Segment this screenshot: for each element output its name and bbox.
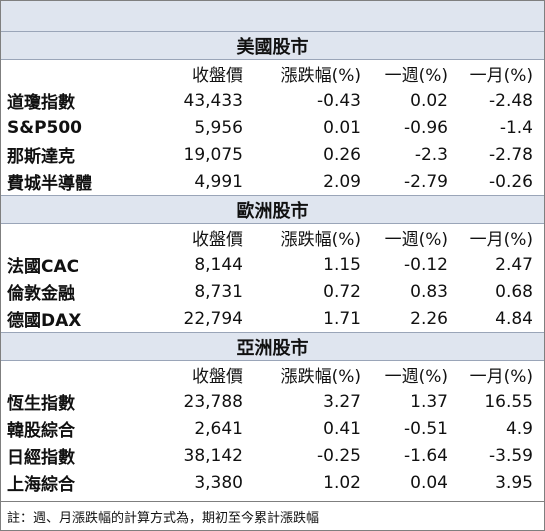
index-name: 恆生指數 [7,394,75,414]
close-value: 8,144 [194,254,243,275]
week-value: -2.3 [414,144,448,165]
index-name: 韓股綜合 [7,421,75,441]
table-top-bar [1,1,544,32]
month-value: -3.59 [489,445,533,466]
change-value: 0.41 [323,418,361,439]
change-value: 1.71 [323,308,361,329]
change-value: 1.15 [323,254,361,275]
change-value: 2.09 [323,171,361,192]
close-value: 5,956 [194,117,243,138]
header-close: 收盤價 [192,230,243,250]
change-value: 0.01 [323,117,361,138]
week-value: -2.79 [404,171,448,192]
header-change: 漲跌幅(%) [280,367,361,387]
change-value: 1.02 [323,472,361,493]
table-row: 韓股綜合 2,641 0.41 -0.51 4.9 [1,415,544,442]
week-value: -0.51 [404,418,448,439]
close-value: 38,142 [183,445,243,466]
header-month: 一月(%) [469,66,533,86]
month-value: 4.9 [505,418,533,439]
table-row: 法國CAC 8,144 1.15 -0.12 2.47 [1,251,544,278]
header-month: 一月(%) [469,367,533,387]
index-name: 倫敦金融 [7,284,75,304]
header-week: 一週(%) [384,367,448,387]
header-week: 一週(%) [384,66,448,86]
change-value: -0.43 [317,90,361,111]
header-change: 漲跌幅(%) [280,230,361,250]
index-name: 上海綜合 [7,475,75,495]
section-us: 美國股市 收盤價 漲跌幅(%) 一週(%) 一月(%) 道瓊指數 43,433 … [1,32,544,195]
table-row: 倫敦金融 8,731 0.72 0.83 0.68 [1,278,544,305]
section-title: 亞洲股市 [1,332,544,361]
week-value: 0.83 [410,281,448,302]
week-value: -0.12 [404,254,448,275]
close-value: 4,991 [194,171,243,192]
footnote: 註：週、月漲跌幅的計算方式為，期初至今累計漲跌幅 [1,501,544,530]
header-week: 一週(%) [384,230,448,250]
change-value: -0.25 [317,445,361,466]
index-name: S&P500 [7,117,83,138]
header-row: 收盤價 漲跌幅(%) 一週(%) 一月(%) [1,60,544,87]
header-close: 收盤價 [192,66,243,86]
week-value: 1.37 [410,391,448,412]
month-value: 0.68 [495,281,533,302]
close-value: 19,075 [183,144,243,165]
table-row: 道瓊指數 43,433 -0.43 0.02 -2.48 [1,87,544,114]
header-month: 一月(%) [469,230,533,250]
header-row: 收盤價 漲跌幅(%) 一週(%) 一月(%) [1,224,544,251]
close-value: 2,641 [194,418,243,439]
month-value: -1.4 [499,117,533,138]
week-value: -0.96 [404,117,448,138]
close-value: 8,731 [194,281,243,302]
table-row: S&P500 5,956 0.01 -0.96 -1.4 [1,114,544,141]
index-name: 道瓊指數 [7,93,75,113]
month-value: -0.26 [489,171,533,192]
table-row: 德國DAX 22,794 1.71 2.26 4.84 [1,305,544,332]
header-change: 漲跌幅(%) [280,66,361,86]
change-value: 3.27 [323,391,361,412]
table-row: 費城半導體 4,991 2.09 -2.79 -0.26 [1,168,544,195]
table-row: 那斯達克 19,075 0.26 -2.3 -2.78 [1,141,544,168]
table-row: 恆生指數 23,788 3.27 1.37 16.55 [1,388,544,415]
week-value: 0.02 [410,90,448,111]
section-title: 歐洲股市 [1,195,544,224]
month-value: 2.47 [495,254,533,275]
section-title: 美國股市 [1,32,544,60]
close-value: 23,788 [183,391,243,412]
index-name: 德國DAX [7,311,82,331]
week-value: -1.64 [404,445,448,466]
change-value: 0.26 [323,144,361,165]
month-value: 16.55 [484,391,533,412]
month-value: 4.84 [495,308,533,329]
close-value: 22,794 [183,308,243,329]
close-value: 3,380 [194,472,243,493]
index-name: 那斯達克 [7,147,75,167]
section-asia: 亞洲股市 收盤價 漲跌幅(%) 一週(%) 一月(%) 恆生指數 23,788 … [1,332,544,496]
table-row: 日經指數 38,142 -0.25 -1.64 -3.59 [1,442,544,469]
month-value: 3.95 [495,472,533,493]
close-value: 43,433 [183,90,243,111]
section-europe: 歐洲股市 收盤價 漲跌幅(%) 一週(%) 一月(%) 法國CAC 8,144 … [1,195,544,332]
header-close: 收盤價 [192,367,243,387]
header-row: 收盤價 漲跌幅(%) 一週(%) 一月(%) [1,361,544,388]
index-name: 日經指數 [7,448,75,468]
month-value: -2.78 [489,144,533,165]
week-value: 2.26 [410,308,448,329]
index-name: 費城半導體 [7,174,92,194]
index-name: 法國CAC [7,257,80,277]
week-value: 0.04 [410,472,448,493]
table-row: 上海綜合 3,380 1.02 0.04 3.95 [1,469,544,496]
month-value: -2.48 [489,90,533,111]
change-value: 0.72 [323,281,361,302]
